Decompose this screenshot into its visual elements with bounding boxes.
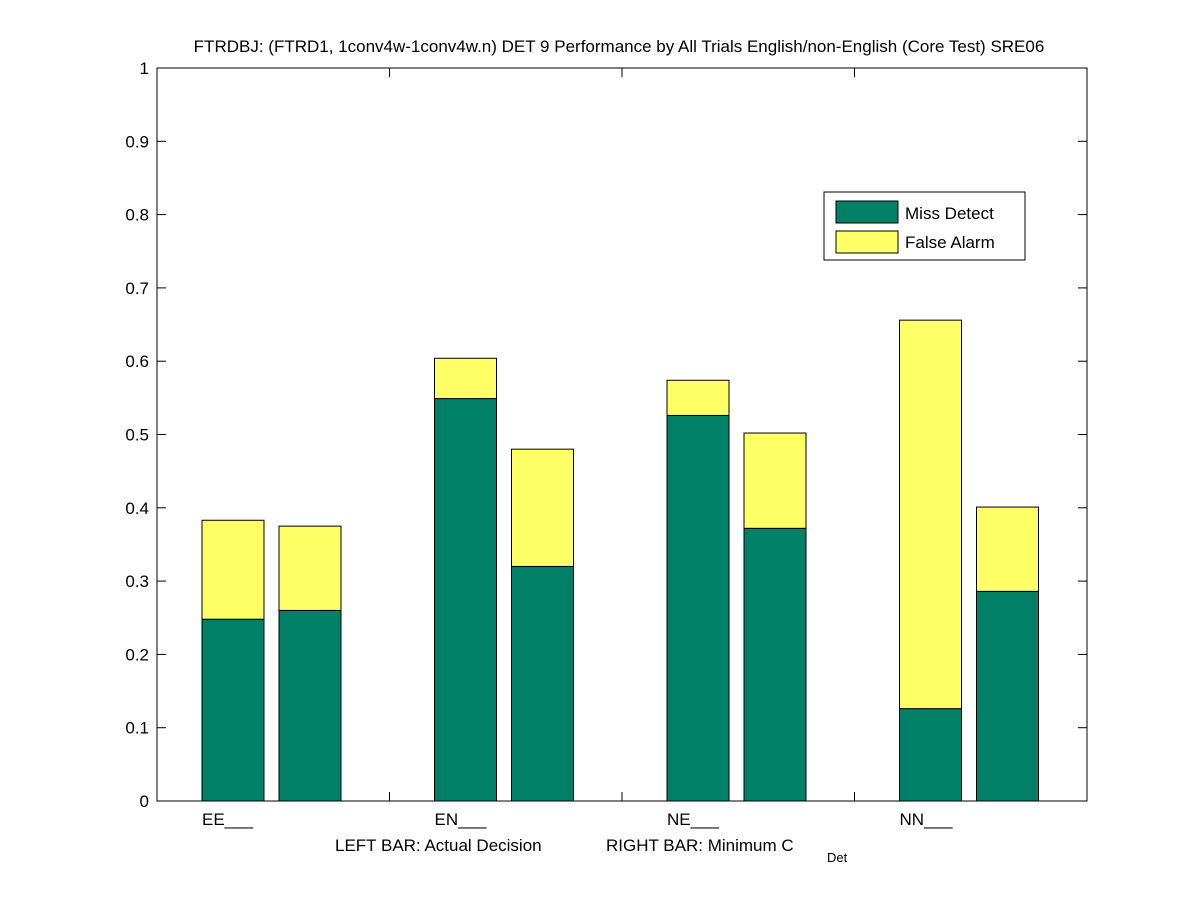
x-tick-label: NE___: [667, 810, 720, 829]
bar-miss-detect: [511, 565, 574, 802]
y-tick-label: 0.1: [125, 719, 149, 738]
legend-swatch-false-alarm: [835, 230, 899, 254]
x-label-right-subscript: Det: [827, 850, 848, 865]
chart-title: FTRDBJ: (FTRD1, 1conv4w-1conv4w.n) DET 9…: [194, 37, 1045, 56]
y-tick-label: 0.3: [125, 572, 149, 591]
bar-miss-detect: [201, 618, 265, 802]
y-axis: 0 0.1 0.2 0.3 0.4 0.5 0.6 0.7 0.8 0.9 1: [125, 59, 1087, 811]
legend-label-miss-detect: Miss Detect: [905, 204, 994, 223]
bar-miss-detect: [666, 414, 730, 802]
bar-miss-detect: [976, 590, 1039, 802]
y-tick-label: 1: [140, 59, 149, 78]
bar-false-alarm: [201, 519, 265, 620]
bar-false-alarm: [434, 357, 497, 400]
y-tick-label: 0.5: [125, 426, 149, 445]
bar-false-alarm: [743, 432, 807, 529]
x-axis: EE___ EN___ NE___ NN___: [202, 68, 953, 829]
bar-false-alarm: [976, 506, 1039, 592]
x-axis-label: LEFT BAR: Actual Decision RIGHT BAR: Min…: [335, 836, 848, 865]
y-tick-label: 0.7: [125, 279, 149, 298]
legend-label-false-alarm: False Alarm: [905, 233, 995, 252]
x-tick-label: EN___: [435, 810, 488, 829]
y-tick-label: 0: [140, 792, 149, 811]
x-tick-label: NN___: [900, 810, 953, 829]
bar-false-alarm: [511, 448, 574, 567]
bars: [201, 319, 1039, 802]
y-tick-label: 0.4: [125, 499, 149, 518]
y-tick-label: 0.6: [125, 352, 149, 371]
bar-false-alarm: [278, 525, 342, 611]
bar-false-alarm: [899, 319, 962, 710]
bar-miss-detect: [434, 398, 497, 802]
bar-miss-detect: [899, 708, 962, 802]
legend-swatch-miss-detect: [835, 200, 899, 224]
bar-false-alarm: [666, 379, 730, 416]
bar-miss-detect: [278, 609, 342, 802]
y-tick-label: 0.2: [125, 645, 149, 664]
x-tick-label: EE___: [202, 810, 254, 829]
y-tick-label: 0.8: [125, 206, 149, 225]
legend: Miss Detect False Alarm: [823, 191, 1026, 261]
x-label-right: RIGHT BAR: Minimum C: [606, 836, 794, 855]
x-label-left: LEFT BAR: Actual Decision: [335, 836, 542, 855]
y-tick-label: 0.9: [125, 132, 149, 151]
bar-miss-detect: [743, 527, 807, 802]
